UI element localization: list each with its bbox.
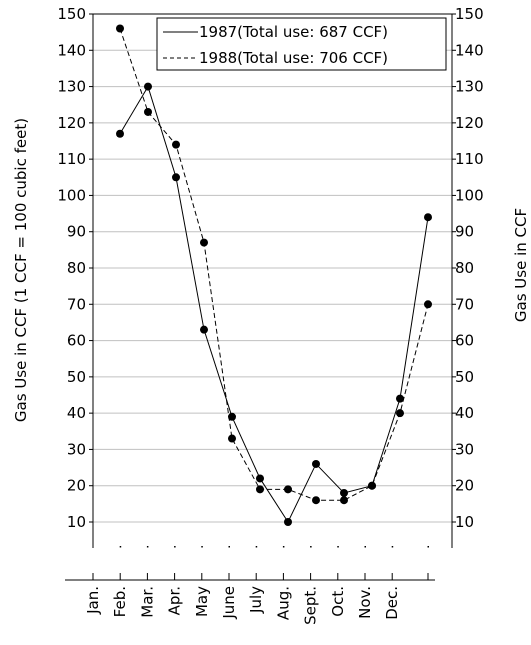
data-point-1988 (284, 485, 292, 494)
x-tick-dot (364, 546, 366, 548)
x-tick-label: Aug. (274, 586, 292, 620)
data-point-1988 (116, 24, 124, 33)
y-tick-label-left: 90 (67, 223, 86, 241)
x-tick-label: May (193, 586, 211, 617)
y-tick-label-left: 70 (67, 295, 86, 313)
x-tick-label: Apr. (166, 586, 184, 615)
y-tick-label-right: 140 (455, 41, 484, 59)
y-tick-label-right: 90 (455, 223, 474, 241)
y-tick-label-right: 120 (455, 114, 484, 132)
y-tick-label-left: 120 (57, 114, 86, 132)
x-tick-label: Mar. (138, 586, 156, 618)
y-tick-label-left: 130 (57, 78, 86, 96)
data-point-1987 (424, 213, 432, 222)
data-point-1987 (228, 412, 236, 421)
x-tick-label: Sept. (302, 586, 320, 625)
x-tick-dot (337, 546, 339, 548)
y-tick-label-left: 20 (67, 477, 86, 495)
x-tick-dot (228, 546, 230, 548)
y-axis-label-right: Gas Use in CCF (512, 208, 530, 322)
y-tick-label-right: 20 (455, 477, 474, 495)
data-point-1987 (200, 325, 208, 334)
series-line-1988 (119, 28, 429, 501)
y-tick-label-left: 80 (67, 259, 86, 277)
axes (65, 13, 453, 581)
x-tick-dot (119, 546, 122, 548)
x-tick-label: Feb. (111, 586, 129, 617)
y-tick-label-right: 100 (455, 186, 484, 204)
x-tick-dot (146, 546, 149, 548)
x-tick-dot (427, 546, 429, 548)
gridlines (93, 49, 452, 523)
y-axis-left-ticks: 10 20 30 40 50 60 70 80 90 100 110 120 130 140 150 (57, 5, 93, 531)
y-tick-label-right: 50 (455, 368, 474, 386)
data-point-1988 (368, 481, 376, 490)
y-tick-label-right: 40 (455, 404, 474, 422)
data-point-1988 (200, 238, 208, 247)
x-tick-label: June (220, 586, 238, 620)
data-point-1988 (256, 485, 264, 494)
x-tick-dot (255, 546, 258, 548)
y-tick-label-left: 50 (67, 368, 86, 386)
y-tick-label-right: 30 (455, 440, 474, 458)
x-tick-label: Oct. (329, 586, 347, 617)
legend-entry-1987: 1987(Total use: 687 CCF) (199, 23, 388, 41)
x-tick-label: Nov. (356, 586, 374, 619)
y-tick-label-right: 70 (455, 295, 474, 313)
y-tick-label-left: 150 (57, 5, 86, 23)
y-tick-label-left: 10 (67, 513, 86, 531)
y-tick-label-right: 110 (455, 150, 484, 168)
data-point-1987 (340, 488, 348, 497)
y-tick-label-left: 110 (57, 150, 86, 168)
y-tick-label-left: 140 (57, 41, 86, 59)
data-point-1987 (172, 173, 180, 182)
data-point-1987 (256, 474, 264, 483)
x-tick-dot (391, 546, 394, 548)
series-group (116, 24, 432, 526)
legend-box (156, 17, 447, 71)
y-axis-label-left: Gas Use in CCF (1 CCF = 100 cubic feet) (12, 118, 30, 422)
data-point-1988 (228, 434, 236, 443)
data-point-1987 (396, 394, 404, 403)
y-tick-label-left: 30 (67, 440, 86, 458)
x-tick-dot (174, 546, 176, 548)
legend: 1987(Total use: 687 CCF) 1988(Total use:… (156, 17, 447, 71)
x-tick-dot (282, 546, 285, 548)
series-line-1987 (119, 85, 429, 524)
y-tick-label-right: 10 (455, 513, 474, 531)
data-point-1988 (424, 300, 432, 309)
data-point-1987 (144, 82, 152, 91)
y-tick-label-right: 80 (455, 259, 474, 277)
y-tick-label-left: 60 (67, 332, 86, 350)
x-tick-label: Dec. (383, 586, 401, 620)
x-tick-label: Jan. (84, 586, 102, 615)
y-tick-label-right: 130 (455, 78, 484, 96)
data-point-1988 (172, 140, 180, 149)
data-point-1987 (116, 129, 124, 138)
data-point-1987 (312, 459, 320, 468)
y-tick-label-right: 150 (455, 5, 484, 23)
x-tick-dot (310, 546, 312, 548)
data-point-1988 (312, 496, 320, 505)
data-point-1988 (396, 409, 404, 418)
y-axis-right-ticks: 10 20 30 40 50 60 70 80 90 100 110 120 130 140 150 (452, 5, 484, 531)
legend-entry-1988: 1988(Total use: 706 CCF) (199, 49, 388, 67)
y-tick-label-left: 40 (67, 404, 86, 422)
data-point-1988 (144, 107, 152, 116)
y-tick-label-left: 100 (57, 186, 86, 204)
data-point-1988 (340, 496, 348, 505)
data-point-1987 (284, 518, 292, 526)
x-axis-ticks: Jan. Feb. Mar. Apr. May June July Aug. Sept. Oct.… (84, 546, 429, 625)
x-tick-label: July (247, 586, 265, 614)
x-tick-dot (201, 546, 203, 548)
y-tick-label-right: 60 (455, 332, 474, 350)
